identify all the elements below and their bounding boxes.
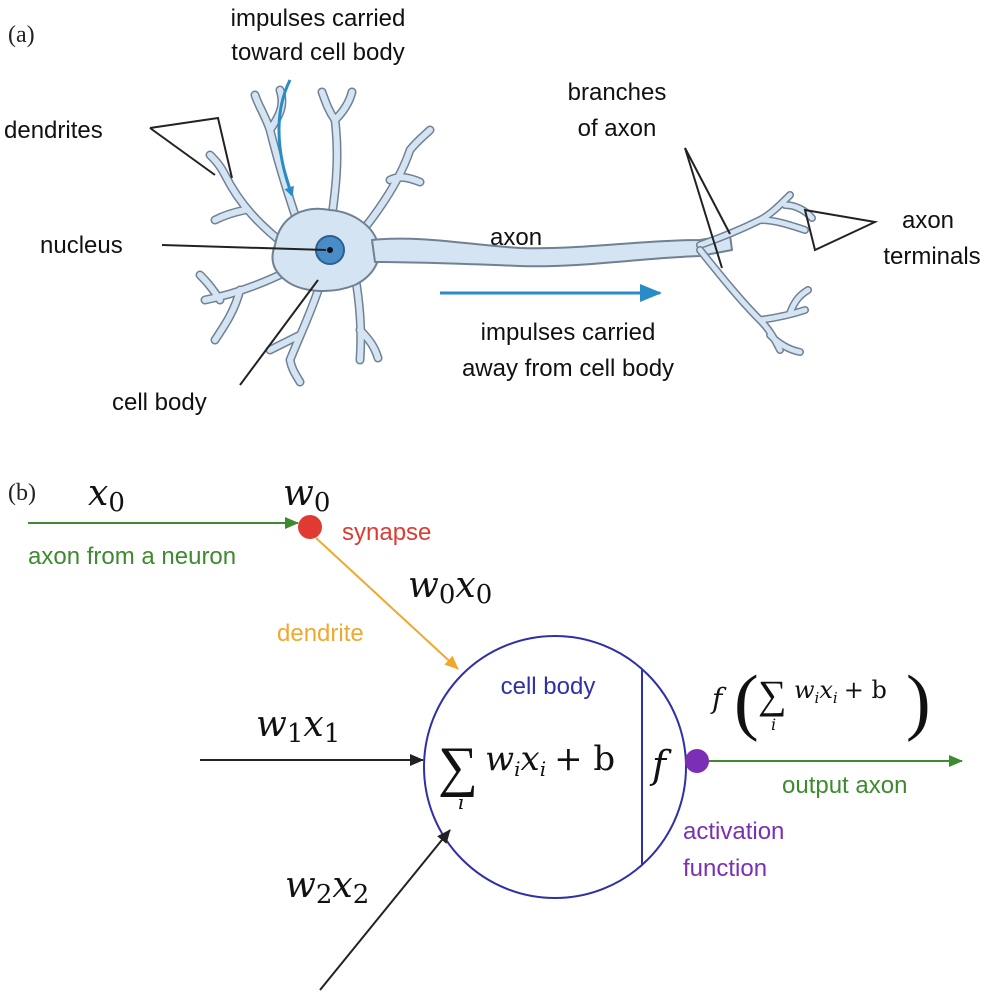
branches-line-1: branches	[568, 79, 667, 106]
activation-f: f	[649, 743, 672, 787]
branches-line-2: of axon	[578, 115, 657, 142]
panel-a-labels: impulses carried toward cell body dendri…	[4, 5, 981, 416]
panel-b-label: (b)	[8, 480, 36, 506]
synapse-label: synapse	[342, 519, 431, 546]
sum-symbol: ∑	[438, 736, 478, 798]
output-lparen: (	[734, 661, 759, 743]
axon-from-neuron-label: axon from a neuron	[28, 543, 236, 570]
impulses-toward-line-1: impulses carried	[231, 5, 406, 32]
dendrite-branches	[195, 85, 435, 387]
axon-shape	[371, 234, 733, 268]
cell-body-leader	[239, 279, 319, 386]
impulses-toward-line-2: toward cell body	[231, 39, 404, 66]
sum-term: wixi + b	[485, 739, 615, 781]
w0x0-label: w0x0	[408, 565, 492, 610]
dendrites-label: dendrites	[4, 117, 103, 144]
w0-label: w0	[283, 473, 330, 518]
dendrites-leader	[149, 116, 233, 179]
panel-b: (b) x0 w0 axon from a neuron synapse w0x…	[8, 473, 963, 991]
panel-a: (a)	[4, 5, 981, 416]
branches-leader	[684, 147, 731, 269]
cell-body-circle	[423, 635, 687, 899]
nucleolus-dot	[327, 247, 333, 253]
nucleus-label: nucleus	[40, 232, 123, 259]
cell-body-label: cell body	[112, 389, 207, 416]
w1x1-label: w1x1	[256, 704, 340, 749]
w2x2-input-line	[319, 829, 451, 991]
output-axon-label: output axon	[782, 772, 907, 799]
activation-dot	[685, 749, 709, 773]
sum-index: i	[458, 790, 464, 814]
neuron-illustration	[195, 85, 816, 387]
terminals-leader	[803, 208, 879, 252]
impulse-toward-arrow	[277, 79, 294, 197]
output-formula: f ( ∑ i wixi + b )	[710, 661, 931, 743]
dendrite-line	[315, 537, 459, 670]
axon-label: axon	[490, 224, 542, 251]
output-sum-index: i	[771, 715, 776, 734]
synapse-dot	[298, 515, 322, 539]
w2x2-label: w2x2	[285, 865, 369, 910]
terminals-line-2: terminals	[883, 243, 980, 270]
impulses-away-line-2: away from cell body	[462, 355, 674, 382]
nucleus-leader	[161, 244, 327, 251]
activation-line-2: function	[683, 855, 767, 882]
output-sum-symbol: ∑	[758, 672, 787, 717]
axon-branches	[696, 191, 816, 356]
impulses-away-line-1: impulses carried	[481, 319, 656, 346]
output-f: f	[710, 682, 727, 715]
dendrites-leader-2	[149, 127, 216, 176]
output-rparen: )	[906, 661, 931, 743]
cell-body-label: cell body	[501, 673, 596, 700]
leader-lines	[149, 116, 879, 386]
x0-label: x0	[88, 473, 125, 518]
dendrite-label: dendrite	[277, 620, 364, 647]
terminals-line-1: axon	[902, 207, 954, 234]
activation-line-1: activation	[683, 818, 784, 845]
output-sum-term: wixi + b	[794, 676, 887, 707]
panel-a-label: (a)	[8, 22, 35, 48]
